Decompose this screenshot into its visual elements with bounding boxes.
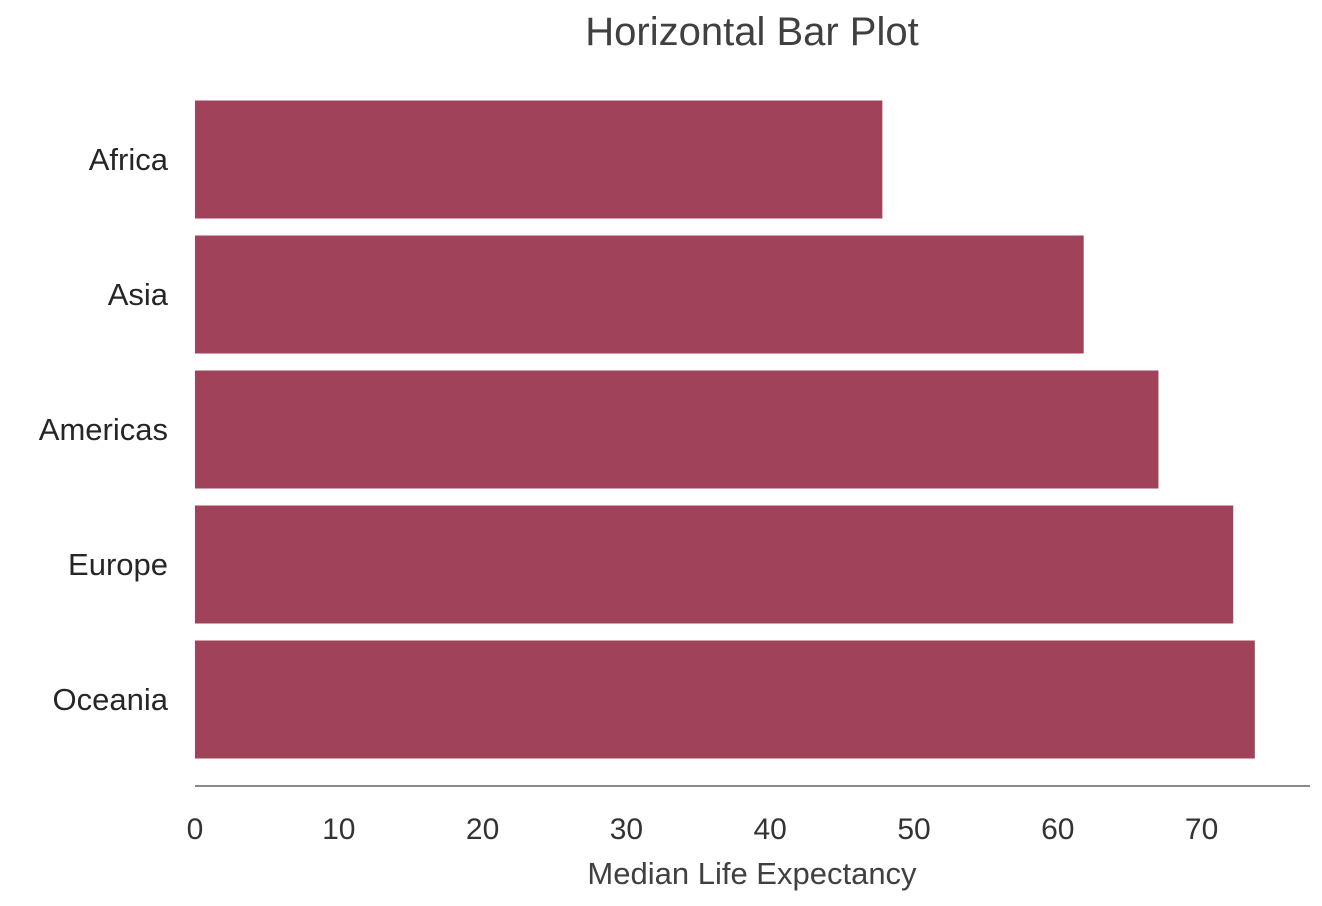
bar-asia xyxy=(195,235,1084,354)
x-tick-label-20: 20 xyxy=(466,813,499,846)
bar-oceania xyxy=(195,640,1255,759)
bar-europe xyxy=(195,505,1234,624)
chart-title: Horizontal Bar Plot xyxy=(585,10,918,54)
category-label-oceania: Oceania xyxy=(53,682,169,717)
category-labels: Africa Asia Americas Europe Oceania xyxy=(39,142,169,717)
x-tick-labels: 0 10 20 30 40 50 60 70 xyxy=(187,813,1219,846)
x-tick-label-30: 30 xyxy=(610,813,643,846)
bars-group xyxy=(195,100,1255,759)
category-label-asia: Asia xyxy=(108,277,169,312)
category-label-africa: Africa xyxy=(89,142,169,177)
category-label-americas: Americas xyxy=(39,412,168,447)
bar-americas xyxy=(195,370,1159,489)
x-tick-label-10: 10 xyxy=(322,813,355,846)
x-tick-label-60: 60 xyxy=(1041,813,1074,846)
x-axis-label: Median Life Expectancy xyxy=(587,856,917,891)
x-tick-label-50: 50 xyxy=(897,813,930,846)
bar-africa xyxy=(195,100,883,219)
x-tick-label-70: 70 xyxy=(1185,813,1218,846)
x-tick-label-0: 0 xyxy=(187,813,204,846)
category-label-europe: Europe xyxy=(68,547,168,582)
x-tick-label-40: 40 xyxy=(754,813,787,846)
